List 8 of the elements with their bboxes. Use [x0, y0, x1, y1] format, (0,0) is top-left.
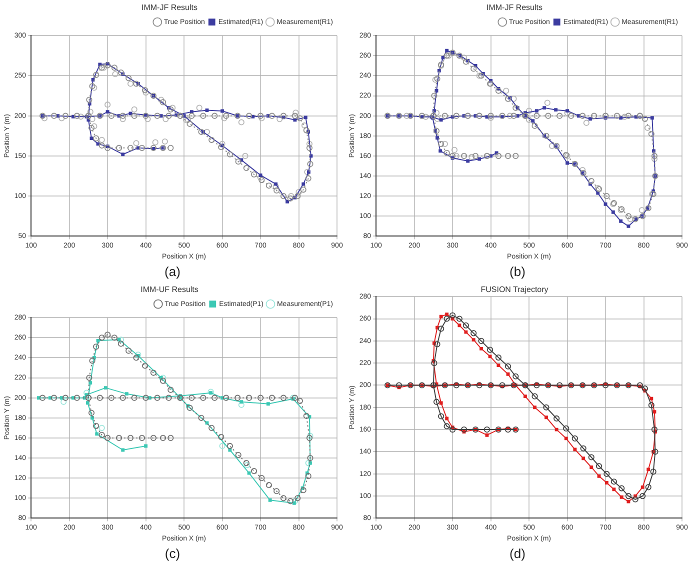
text: (a): [164, 263, 182, 281]
chart-title: IMM-JF Results: [486, 3, 542, 12]
text: (c): [164, 545, 182, 563]
text: (d): [508, 545, 526, 563]
chart-title: IMM-UF Results: [140, 285, 198, 294]
chart-title: FUSION Trajectory: [480, 285, 548, 294]
chart-title: IMM-JF Results: [142, 3, 198, 12]
text: (b): [508, 263, 526, 281]
